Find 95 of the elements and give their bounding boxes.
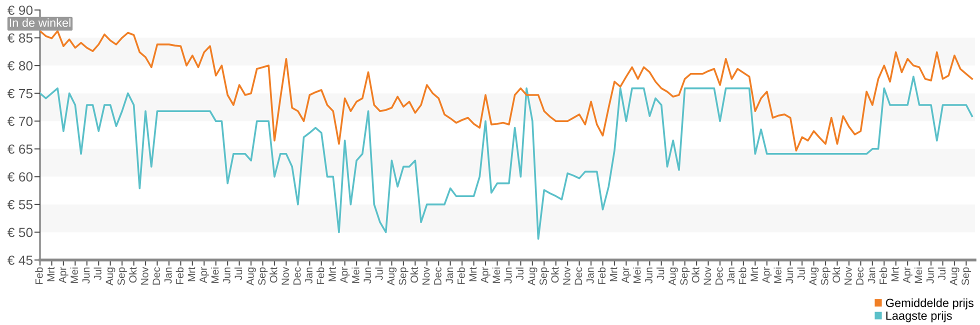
x-tick-label: Mrt bbox=[188, 267, 196, 282]
annotation: In de winkel bbox=[10, 18, 70, 27]
x-tick-label: Mrt bbox=[47, 267, 54, 282]
y-tick-label: € 60 bbox=[7, 172, 33, 182]
x-tick-label: Jul bbox=[656, 268, 664, 280]
x-tick-label: Sep bbox=[680, 267, 690, 286]
x-tick-label: Jan bbox=[305, 268, 312, 284]
x-tick-label: Jun bbox=[223, 268, 230, 284]
x-tick-label: Dec bbox=[434, 267, 442, 285]
y-tick-label: € 80 bbox=[7, 61, 33, 70]
x-tick-label: Jan bbox=[727, 268, 735, 284]
x-tick-label: Dec bbox=[152, 267, 160, 285]
x-tick-label: Dec bbox=[716, 267, 723, 285]
x-tick-label: Nov bbox=[282, 266, 290, 285]
x-tick-label: Jul bbox=[94, 268, 102, 280]
x-tick-label: Feb bbox=[738, 267, 746, 284]
x-tick-label: Okt bbox=[270, 267, 278, 283]
x-tick-label: Apr bbox=[762, 267, 772, 284]
x-tick-label: Okt bbox=[692, 267, 700, 283]
x-tick-label: Mrt bbox=[891, 267, 899, 282]
x-tick-label: Mrt bbox=[469, 267, 477, 282]
x-tick-label: Okt bbox=[128, 267, 137, 283]
x-tick-label: Okt bbox=[832, 267, 840, 283]
x-tick-label: Sep bbox=[962, 267, 972, 286]
x-tick-label: Aug bbox=[668, 268, 678, 286]
x-tick-label: Jun bbox=[504, 268, 512, 284]
x-tick-label: Jan bbox=[446, 268, 454, 284]
x-tick-label: Feb bbox=[35, 267, 43, 284]
y-tick-label: € 45 bbox=[7, 256, 33, 265]
x-tick-label: Nov bbox=[704, 266, 712, 285]
x-tick-label: Jul bbox=[516, 268, 524, 280]
x-tick-label: Jun bbox=[786, 268, 794, 284]
x-tick-label: Aug bbox=[387, 268, 397, 286]
x-tick-label: Feb bbox=[879, 267, 887, 284]
y-tick-label: € 90 bbox=[7, 6, 33, 15]
x-tick-label: Jul bbox=[938, 268, 946, 280]
x-tick-label: Jul bbox=[375, 268, 383, 280]
x-tick-label: Feb bbox=[598, 267, 606, 284]
x-tick-label: Mrt bbox=[328, 267, 336, 282]
x-tick-label: Jan bbox=[164, 268, 172, 284]
x-tick-label: Apr bbox=[481, 267, 490, 284]
x-tick-label: Mrt bbox=[750, 267, 758, 282]
x-tick-label: Sep bbox=[540, 267, 549, 286]
x-tick-label: Mei bbox=[914, 268, 922, 283]
x-tick-label: Sep bbox=[117, 267, 127, 286]
line-series bbox=[40, 30, 973, 152]
x-tick-label: Jul bbox=[234, 268, 242, 280]
x-tick-label: Jul bbox=[797, 268, 805, 280]
x-tick-label: Jan bbox=[868, 268, 876, 284]
y-tick-label: € 50 bbox=[7, 228, 33, 238]
x-tick-label: Aug bbox=[950, 268, 960, 286]
x-tick-label: Jun bbox=[645, 268, 652, 284]
x-tick-label: Dec bbox=[293, 267, 301, 285]
y-tick-label: € 75 bbox=[7, 88, 33, 98]
x-tick-label: Nov bbox=[844, 266, 852, 285]
y-tick-label: € 85 bbox=[7, 33, 33, 43]
x-tick-label: Apr bbox=[200, 267, 209, 284]
x-tick-label: Mei bbox=[774, 268, 782, 283]
y-tick-label: € 55 bbox=[7, 200, 33, 210]
x-tick-label: Aug bbox=[106, 268, 116, 286]
x-tick-label: Jun bbox=[926, 268, 934, 284]
x-tick-label: Apr bbox=[903, 267, 912, 284]
x-tick-label: Apr bbox=[622, 267, 632, 284]
x-tick-label: Aug bbox=[528, 268, 538, 286]
x-tick-label: Aug bbox=[246, 268, 256, 286]
x-tick-label: Okt bbox=[410, 267, 418, 283]
x-tick-label: Apr bbox=[58, 267, 68, 284]
x-tick-label: Feb bbox=[176, 267, 184, 284]
line-series bbox=[40, 76, 973, 240]
x-tick-label: Sep bbox=[258, 267, 268, 286]
x-tick-label: Feb bbox=[316, 267, 324, 284]
legend-label: Gemiddelde prijs bbox=[886, 298, 974, 310]
x-tick-label: Mei bbox=[352, 268, 360, 283]
x-tick-label: Mrt bbox=[610, 267, 618, 282]
x-tick-label: Mei bbox=[492, 268, 500, 283]
legend-label: Laagste prijs bbox=[886, 311, 952, 322]
x-tick-label: Aug bbox=[809, 268, 819, 286]
x-tick-label: Sep bbox=[820, 267, 830, 286]
x-tick-label: Dec bbox=[574, 267, 582, 285]
x-tick-label: Nov bbox=[141, 266, 148, 285]
x-tick-label: Nov bbox=[563, 266, 570, 285]
x-tick-label: Mei bbox=[633, 268, 641, 283]
x-tick-label: Apr bbox=[340, 267, 350, 284]
x-tick-label: Jan bbox=[586, 268, 594, 284]
x-tick-label: Jun bbox=[82, 268, 90, 284]
x-tick-label: Mei bbox=[70, 268, 78, 283]
x-tick-label: Sep bbox=[398, 267, 408, 286]
y-tick-label: € 65 bbox=[7, 144, 33, 154]
y-tick-label: € 70 bbox=[7, 116, 33, 126]
x-tick-label: Nov bbox=[422, 266, 430, 285]
x-tick-label: Mei bbox=[211, 268, 219, 283]
x-tick-label: Okt bbox=[551, 267, 559, 283]
x-tick-label: Dec bbox=[856, 267, 864, 285]
x-tick-label: Feb bbox=[457, 267, 465, 284]
x-tick-label: Jun bbox=[364, 268, 372, 284]
